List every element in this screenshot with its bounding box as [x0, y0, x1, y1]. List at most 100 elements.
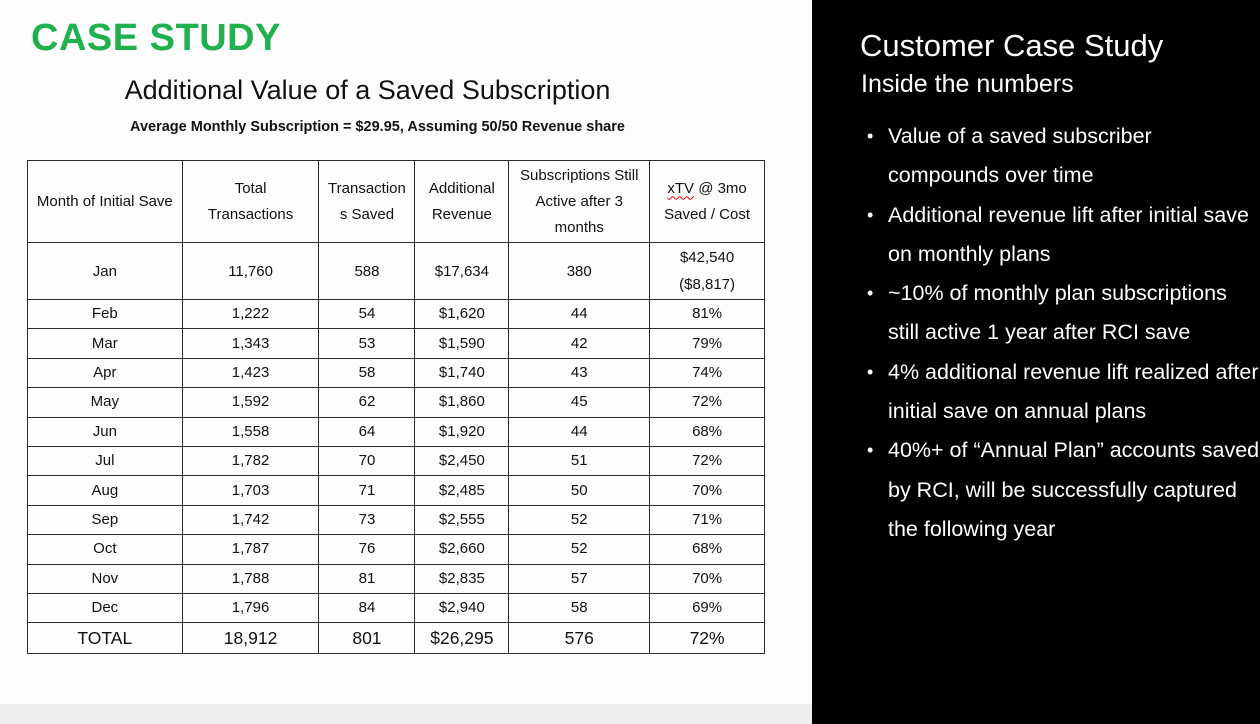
cell-month: Oct	[27, 534, 183, 565]
header-transactions-saved: Transaction s Saved	[318, 160, 416, 243]
cell-total: 11,760	[181, 242, 320, 300]
cell-month: Nov	[27, 563, 183, 594]
cell-xtv: 71%	[649, 504, 765, 536]
bullet-item: • Additional revenue lift after initial s…	[860, 196, 1260, 275]
cell-saved: 588	[318, 242, 416, 300]
bullet-list: • Value of a saved subscriber compounds o…	[860, 117, 1260, 549]
cell-revenue: $2,485	[414, 475, 510, 506]
cell-month: Mar	[27, 328, 183, 359]
cell-total: 18,912	[181, 622, 320, 655]
cell-month: May	[27, 387, 183, 418]
cell-xtv: 74%	[649, 357, 765, 389]
cell-revenue: $1,920	[414, 416, 510, 447]
table-row: Mar 1,343 53 $1,590 42 79%	[27, 328, 765, 359]
table-row: Dec 1,796 84 $2,940 58 69%	[27, 592, 765, 624]
table-row: Sep 1,742 73 $2,555 52 71%	[27, 504, 765, 536]
cell-month: Apr	[27, 357, 183, 389]
bullet-text: ~10% of monthly plan subscriptions still…	[888, 281, 1227, 345]
cell-saved: 58	[318, 357, 416, 389]
cell-revenue: $26,295	[414, 622, 510, 655]
cell-xtv: 81%	[649, 298, 765, 330]
table-row: May 1,592 62 $1,860 45 72%	[27, 387, 765, 418]
bullet-text: 40%+ of “Annual Plan” accounts saved by …	[888, 438, 1260, 541]
case-study-label: CASE STUDY	[31, 17, 281, 59]
header-total-transactions: Total Transactions	[181, 160, 320, 243]
table-row: Nov 1,788 81 $2,835 57 70%	[27, 563, 765, 594]
saved-subscription-table: Month of Initial Save Total Transactions …	[27, 160, 765, 655]
sidebar-subtitle: Inside the numbers	[861, 70, 1074, 98]
cell-total: 1,222	[181, 298, 320, 330]
slide-content: CASE STUDY Additional Value of a Saved S…	[27, 17, 765, 655]
table-total-row: TOTAL 18,912 801 $26,295 576 72%	[27, 622, 765, 655]
cell-xtv: 68%	[649, 416, 765, 447]
table-row: Jul 1,782 70 $2,450 51 72%	[27, 445, 765, 477]
cell-total: 1,558	[181, 416, 320, 447]
cell-xtv: $42,540 ($8,817)	[649, 242, 765, 300]
cell-month: TOTAL	[27, 622, 183, 655]
cell-month: Jul	[27, 445, 183, 477]
cell-revenue: $1,620	[414, 298, 510, 330]
bullet-text: Value of a saved subscriber compounds ov…	[888, 124, 1152, 188]
cell-saved: 73	[318, 504, 416, 536]
header-month: Month of Initial Save	[27, 160, 183, 243]
sidebar-panel: Customer Case Study Inside the numbers •…	[812, 0, 1260, 724]
cell-saved: 70	[318, 445, 416, 477]
cell-month: Jan	[27, 242, 183, 300]
cell-total: 1,742	[181, 504, 320, 536]
cell-xtv: 70%	[649, 563, 765, 594]
header-subscriptions-active: Subscriptions Still Active after 3 months	[508, 160, 651, 243]
cell-revenue: $2,835	[414, 563, 510, 594]
bullet-item: • Value of a saved subscriber compounds o…	[860, 117, 1260, 196]
cell-total: 1,796	[181, 592, 320, 624]
cell-month: Aug	[27, 475, 183, 506]
table-row: Aug 1,703 71 $2,485 50 70%	[27, 475, 765, 506]
cell-saved: 76	[318, 534, 416, 565]
slide-title: Additional Value of a Saved Subscription	[124, 75, 611, 105]
bullet-text: 4% additional revenue lift realized afte…	[888, 359, 1259, 424]
cell-saved: 81	[318, 563, 416, 594]
cell-month: Dec	[27, 592, 183, 624]
cell-saved: 84	[318, 592, 416, 624]
cell-saved: 64	[318, 416, 416, 447]
cell-saved: 71	[318, 475, 416, 506]
cell-active: 380	[508, 242, 651, 300]
header-xtv: xTV @ 3mo Saved / Cost	[649, 160, 765, 243]
cell-active: 51	[508, 445, 651, 477]
cell-revenue: $1,590	[414, 328, 510, 359]
table-row: Jun 1,558 64 $1,920 44 68%	[27, 416, 765, 447]
cell-revenue: $1,740	[414, 357, 510, 389]
cell-month: Feb	[27, 298, 183, 330]
bullet-dot-icon: •	[867, 283, 874, 304]
cell-revenue: $2,660	[414, 534, 510, 565]
bullet-item: • 40%+ of “Annual Plan” accounts saved by…	[860, 431, 1260, 549]
cell-active: 42	[508, 328, 651, 359]
table-row: Oct 1,787 76 $2,660 52 68%	[27, 534, 765, 565]
cell-total: 1,423	[181, 357, 320, 389]
cell-month: Jun	[27, 416, 183, 447]
table-row: Jan 11,760 588 $17,634 380 $42,540 ($8,81…	[27, 242, 765, 300]
cell-xtv: 68%	[649, 534, 765, 565]
cell-saved: 53	[318, 328, 416, 359]
bullet-item: • 4% additional revenue lift realized aft…	[860, 353, 1260, 432]
cell-active: 52	[508, 534, 651, 565]
cell-xtv: 69%	[649, 592, 765, 624]
cell-active: 45	[508, 387, 651, 418]
cell-revenue: $2,940	[414, 592, 510, 624]
cell-xtv: 72%	[649, 445, 765, 477]
cell-total: 1,592	[181, 387, 320, 418]
cell-active: 52	[508, 504, 651, 536]
cell-saved: 801	[318, 622, 416, 655]
bullet-item: • ~10% of monthly plan subscriptions stil…	[860, 274, 1260, 353]
cell-active: 58	[508, 592, 651, 624]
cell-xtv: 70%	[649, 475, 765, 506]
table-row: Apr 1,423 58 $1,740 43 74%	[27, 357, 765, 389]
bottom-strip	[0, 704, 812, 724]
bullet-dot-icon: •	[867, 440, 874, 461]
cell-revenue: $1,860	[414, 387, 510, 418]
cell-total: 1,343	[181, 328, 320, 359]
cell-active: 50	[508, 475, 651, 506]
cell-revenue: $2,555	[414, 504, 510, 536]
cell-saved: 54	[318, 298, 416, 330]
table-header-row: Month of Initial Save Total Transactions …	[27, 160, 765, 243]
header-additional-revenue: Additional Revenue	[414, 160, 510, 243]
